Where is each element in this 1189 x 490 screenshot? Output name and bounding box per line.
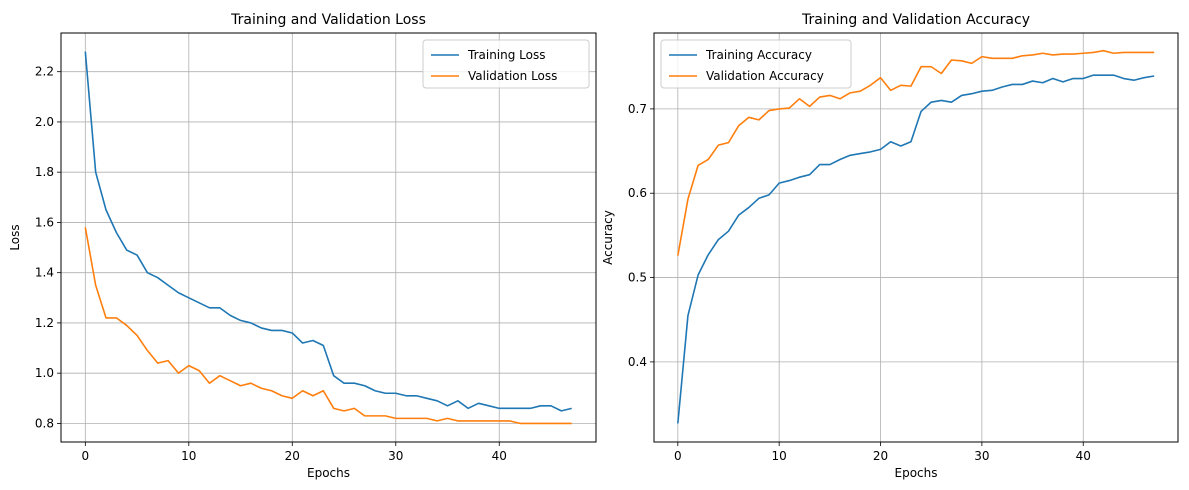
- accuracy-axes-frame: [653, 32, 1179, 443]
- loss-legend-box: [422, 39, 590, 89]
- accuracy-chart-title: Training and Validation Accuracy: [801, 12, 1030, 28]
- accuracy-y-tick-label: 0.5: [628, 271, 647, 285]
- accuracy-y-axis-label: Accuracy: [601, 210, 615, 265]
- loss-legend: Training Loss Validation Loss: [422, 39, 590, 89]
- accuracy-x-tick-label: 40: [1076, 449, 1091, 463]
- accuracy-x-tick-label: 0: [674, 449, 682, 463]
- loss-x-tick-label: 40: [492, 449, 507, 463]
- loss-y-tick-label: 0.8: [35, 416, 54, 430]
- loss-x-tick-label: 20: [285, 449, 300, 463]
- accuracy-x-axis-label: Epochs: [895, 466, 938, 480]
- accuracy-legend: Training Accuracy Validation Accuracy: [660, 39, 852, 89]
- loss-chart-title: Training and Validation Loss: [230, 12, 426, 28]
- loss-x-tick-label: 30: [388, 449, 403, 463]
- loss-legend-label: Training Loss: [467, 48, 545, 62]
- accuracy-x-tick-label: 10: [772, 449, 787, 463]
- loss-series-line-training: [84, 51, 572, 412]
- accuracy-legend-box: [660, 39, 852, 89]
- accuracy-y-tick-label: 0.6: [628, 186, 647, 200]
- loss-y-tick-label: 2.2: [35, 65, 54, 79]
- loss-series-line-validation: [84, 227, 572, 425]
- accuracy-legend-label: Validation Accuracy: [706, 69, 824, 83]
- loss-x-tick-label: 0: [81, 449, 89, 463]
- accuracy-legend-label: Training Accuracy: [705, 48, 812, 62]
- accuracy-x-tick-label: 20: [873, 449, 888, 463]
- accuracy-y-tick-label: 0.7: [628, 102, 647, 116]
- loss-x-tick-label: 10: [181, 449, 196, 463]
- accuracy-series-line-training: [677, 74, 1155, 424]
- accuracy-series-line-validation: [677, 49, 1155, 256]
- loss-x-axis-label: Epochs: [307, 466, 350, 480]
- loss-legend-label: Validation Loss: [468, 69, 557, 83]
- accuracy-chart: 0 10 20 30 40 0.4 0.5 0.6 0.7 Training and Valida…: [601, 12, 1179, 480]
- accuracy-x-tick-label: 30: [974, 449, 989, 463]
- loss-y-tick-label: 1.0: [35, 366, 54, 380]
- loss-y-tick-label: 1.6: [35, 215, 54, 229]
- loss-y-tick-label: 1.8: [35, 165, 54, 179]
- loss-y-tick-label: 1.4: [35, 266, 54, 280]
- loss-y-axis-label: Loss: [8, 224, 22, 250]
- loss-chart: 0 10 20 30 40 0.8 1.0 1.2 1.4 1.6 1.8 2.0 2.2 Trainin…: [8, 12, 597, 480]
- loss-axes-frame: [60, 32, 597, 443]
- loss-y-tick-label: 1.2: [35, 316, 54, 330]
- loss-y-tick-label: 2.0: [35, 115, 54, 129]
- accuracy-y-tick-label: 0.4: [628, 355, 647, 369]
